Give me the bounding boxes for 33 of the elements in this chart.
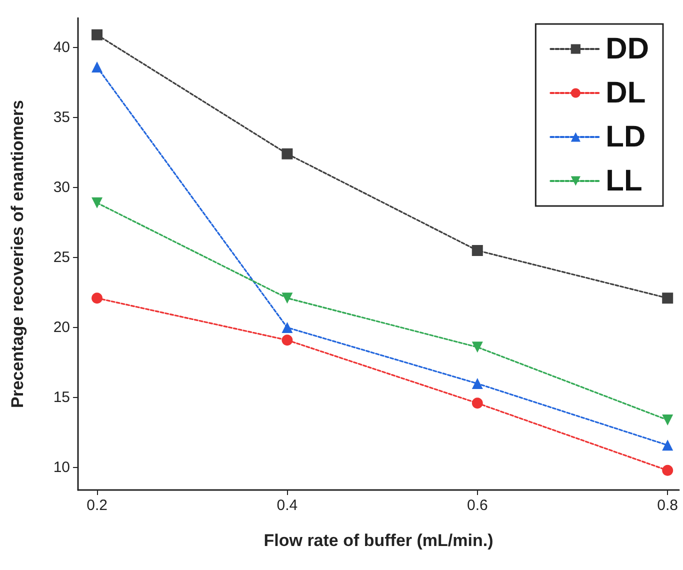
point: [662, 292, 674, 304]
point: [662, 464, 674, 476]
point: [282, 334, 293, 346]
point: [472, 342, 483, 353]
point: [282, 292, 293, 304]
x-tick-label: 0.4: [276, 497, 298, 514]
y-tick-label: 35: [53, 108, 70, 126]
legend-label: LD: [606, 120, 646, 154]
point: [662, 440, 674, 451]
y-tick-label: 25: [53, 249, 70, 266]
legend-label: DD: [606, 32, 650, 66]
y-axis-title: Precentage recoveries of enantiomers: [8, 100, 27, 408]
y-tick-label: 15: [53, 389, 70, 406]
x-tick-label: 0.6: [466, 497, 488, 514]
legend-label: LL: [606, 164, 642, 198]
legend-label: DL: [606, 76, 646, 110]
y-tick-label: 30: [53, 178, 70, 196]
x-axis-title: Flow rate of buffer (mL/min.): [264, 531, 494, 550]
y-tick-label: 20: [53, 319, 70, 336]
x-tick-label: 0.8: [657, 497, 678, 514]
point: [282, 148, 293, 160]
point: [282, 322, 293, 334]
point: [92, 62, 103, 73]
point: [92, 292, 103, 304]
point: [472, 398, 483, 409]
point: [662, 414, 674, 426]
point: [472, 378, 483, 390]
x-tick-label: 0.2: [86, 497, 108, 514]
point: [92, 197, 103, 208]
y-tick-label: 40: [53, 38, 70, 56]
point: [92, 29, 103, 40]
y-tick-label: 10: [53, 459, 70, 476]
point: [472, 245, 483, 256]
